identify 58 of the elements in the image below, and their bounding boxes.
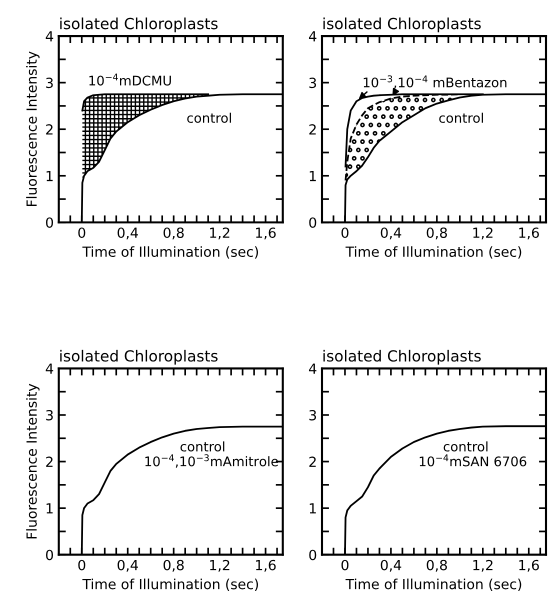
x-axis-title: Time of Illumination (sec) bbox=[346, 578, 522, 591]
x-tick-label: 0,4 bbox=[380, 560, 402, 572]
annotation: control bbox=[187, 112, 231, 123]
x-tick-label: 0,8 bbox=[164, 560, 184, 572]
x-tick-label: 0,8 bbox=[426, 227, 447, 240]
y-tick-label: 2 bbox=[46, 456, 53, 467]
chart-title: isolated Chloroplasts bbox=[323, 18, 481, 32]
x-tick-label: 0,4 bbox=[118, 227, 138, 240]
x-tick-label: 1,2 bbox=[210, 560, 230, 572]
x-tick-label: 0,8 bbox=[164, 227, 184, 240]
y-tick-label: 0 bbox=[46, 550, 54, 560]
y-tick-label: 2 bbox=[309, 124, 316, 134]
annotation: 10$^{−4}$mSAN 6706 bbox=[420, 454, 526, 466]
y-tick-label: 4 bbox=[308, 364, 316, 374]
x-tick-label: 0,4 bbox=[118, 560, 138, 572]
x-axis-title: Time of Illumination (sec) bbox=[82, 578, 258, 591]
y-axis-title: Fluorescence Intensity bbox=[26, 384, 40, 538]
x-tick-label: 1,6 bbox=[519, 560, 539, 572]
annotation: 10$^{−4}$mDCMU bbox=[89, 74, 171, 86]
y-tick-label: 1 bbox=[310, 503, 316, 514]
x-tick-label: 0,8 bbox=[426, 560, 447, 572]
y-tick-label: 3 bbox=[46, 78, 53, 88]
y-tick-label: 2 bbox=[46, 124, 53, 134]
x-tick-label: 1,6 bbox=[256, 227, 276, 240]
y-tick-label: 1 bbox=[310, 170, 316, 182]
y-tick-label: 1 bbox=[46, 503, 53, 514]
annotation: 10$^{−4}$,10$^{−3}$mAmitrole bbox=[145, 454, 278, 468]
x-tick-label: 0 bbox=[78, 560, 86, 570]
x-axis-title: Time of Illumination (sec) bbox=[82, 246, 258, 259]
y-tick-label: 0 bbox=[309, 550, 316, 560]
x-tick-label: 1,6 bbox=[256, 560, 276, 572]
x-tick-label: 0 bbox=[78, 227, 86, 238]
x-tick-label: 1,6 bbox=[519, 227, 539, 240]
y-axis-title: Fluorescence Intensity bbox=[26, 51, 40, 206]
y-tick-label: 2 bbox=[309, 456, 316, 467]
y-tick-label: 3 bbox=[309, 410, 316, 420]
y-tick-label: 4 bbox=[308, 31, 316, 42]
y-tick-label: 0 bbox=[309, 217, 316, 228]
annotation: control bbox=[439, 112, 483, 123]
x-tick-label: 1,2 bbox=[210, 227, 230, 240]
x-tick-label: 0 bbox=[341, 227, 348, 238]
annotation: 10$^{−3}$,10$^{−4}$ mBentazon bbox=[364, 75, 506, 89]
x-axis-title: Time of Illumination (sec) bbox=[346, 246, 522, 259]
y-tick-label: 0 bbox=[46, 217, 54, 228]
x-tick-label: 0 bbox=[341, 560, 348, 570]
chart-title: isolated Chloroplasts bbox=[60, 350, 218, 365]
chart-title: isolated Chloroplasts bbox=[60, 18, 218, 32]
x-tick-label: 1,2 bbox=[473, 227, 492, 240]
y-tick-label: 4 bbox=[46, 364, 54, 374]
y-tick-label: 3 bbox=[309, 78, 316, 88]
chart-title: isolated Chloroplasts bbox=[323, 350, 481, 365]
y-tick-label: 4 bbox=[46, 31, 54, 42]
x-tick-label: 1,2 bbox=[473, 560, 492, 572]
x-tick-label: 0,4 bbox=[380, 227, 402, 240]
y-tick-label: 3 bbox=[46, 410, 53, 420]
annotation: control bbox=[444, 441, 488, 452]
annotation: control bbox=[180, 441, 224, 452]
y-tick-label: 1 bbox=[46, 170, 53, 182]
